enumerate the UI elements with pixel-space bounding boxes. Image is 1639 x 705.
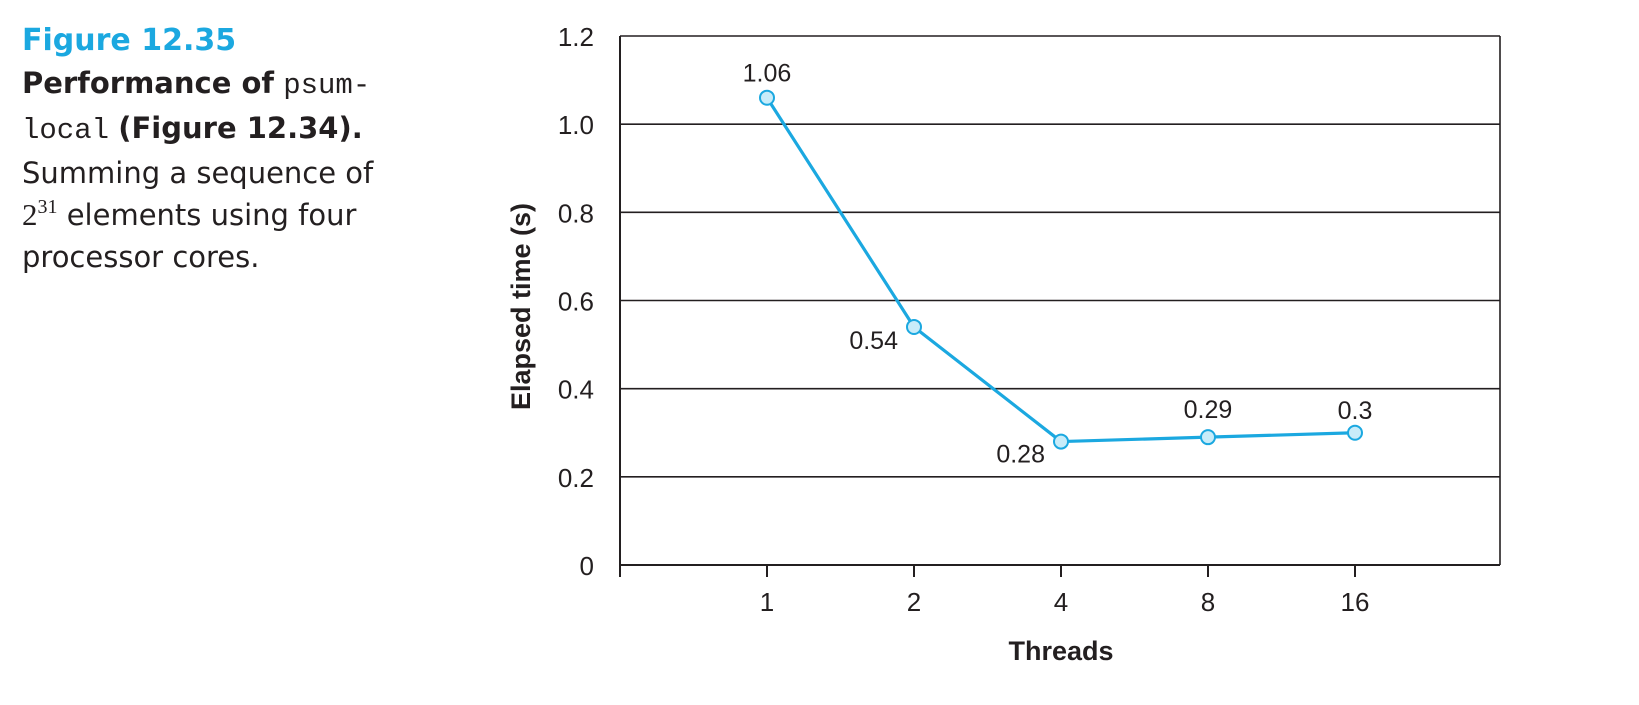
data-label-1: 0.54 — [849, 327, 898, 355]
caption-exponent: 31 — [37, 196, 58, 218]
data-point-2 — [1053, 433, 1069, 450]
caption-body-line-1: Summing a sequence of — [22, 156, 374, 190]
x-tick-label-0: 1 — [760, 587, 774, 617]
caption-body-line-2: 231 elements using four — [22, 194, 422, 236]
x-axis-label: Threads — [1008, 636, 1113, 666]
data-point-0 — [759, 89, 775, 106]
x-tick-label-4: 16 — [1341, 587, 1370, 617]
data-point-3 — [1200, 429, 1216, 446]
y-tick-label-4: 0.8 — [558, 198, 594, 228]
y-tick-label-3: 0.6 — [558, 287, 594, 317]
y-tick-label-2: 0.4 — [558, 375, 594, 405]
data-label-3: 0.29 — [1184, 396, 1233, 424]
figure-number: Figure 12.35 — [22, 23, 237, 58]
y-tick-label-6: 1.2 — [558, 22, 594, 52]
y-axis-label: Elapsed time (s) — [506, 203, 536, 410]
caption-figure-ref: (Figure 12.34). — [118, 111, 363, 145]
caption-code-psum: psum- — [283, 69, 371, 102]
x-tick-label-1: 2 — [907, 587, 921, 617]
x-tick-label-2: 4 — [1054, 587, 1068, 617]
caption-body-line-3: processor cores. — [22, 240, 260, 274]
data-point-4 — [1347, 424, 1363, 441]
data-point-1 — [906, 318, 922, 335]
caption-title-prefix: Performance of — [22, 66, 274, 100]
caption-body-end: elements using four — [66, 198, 357, 232]
figure-caption: Figure 12.35 Performance of psum- local … — [22, 20, 422, 278]
x-tick-label-3: 8 — [1201, 587, 1215, 617]
data-label-4: 0.3 — [1338, 397, 1373, 425]
y-tick-label-5: 1.0 — [558, 110, 594, 140]
caption-code-local: local — [22, 114, 110, 147]
caption-title-line: Performance of psum- — [22, 62, 422, 107]
data-label-0: 1.06 — [743, 60, 792, 88]
caption-base: 2 — [22, 197, 38, 232]
caption-title-line-2: local (Figure 12.34). — [22, 107, 422, 152]
series-line — [765, 96, 1356, 444]
y-tick-label-1: 0.2 — [558, 463, 594, 493]
y-tick-label-0: 0 — [580, 551, 594, 581]
data-label-2: 0.28 — [996, 441, 1045, 469]
